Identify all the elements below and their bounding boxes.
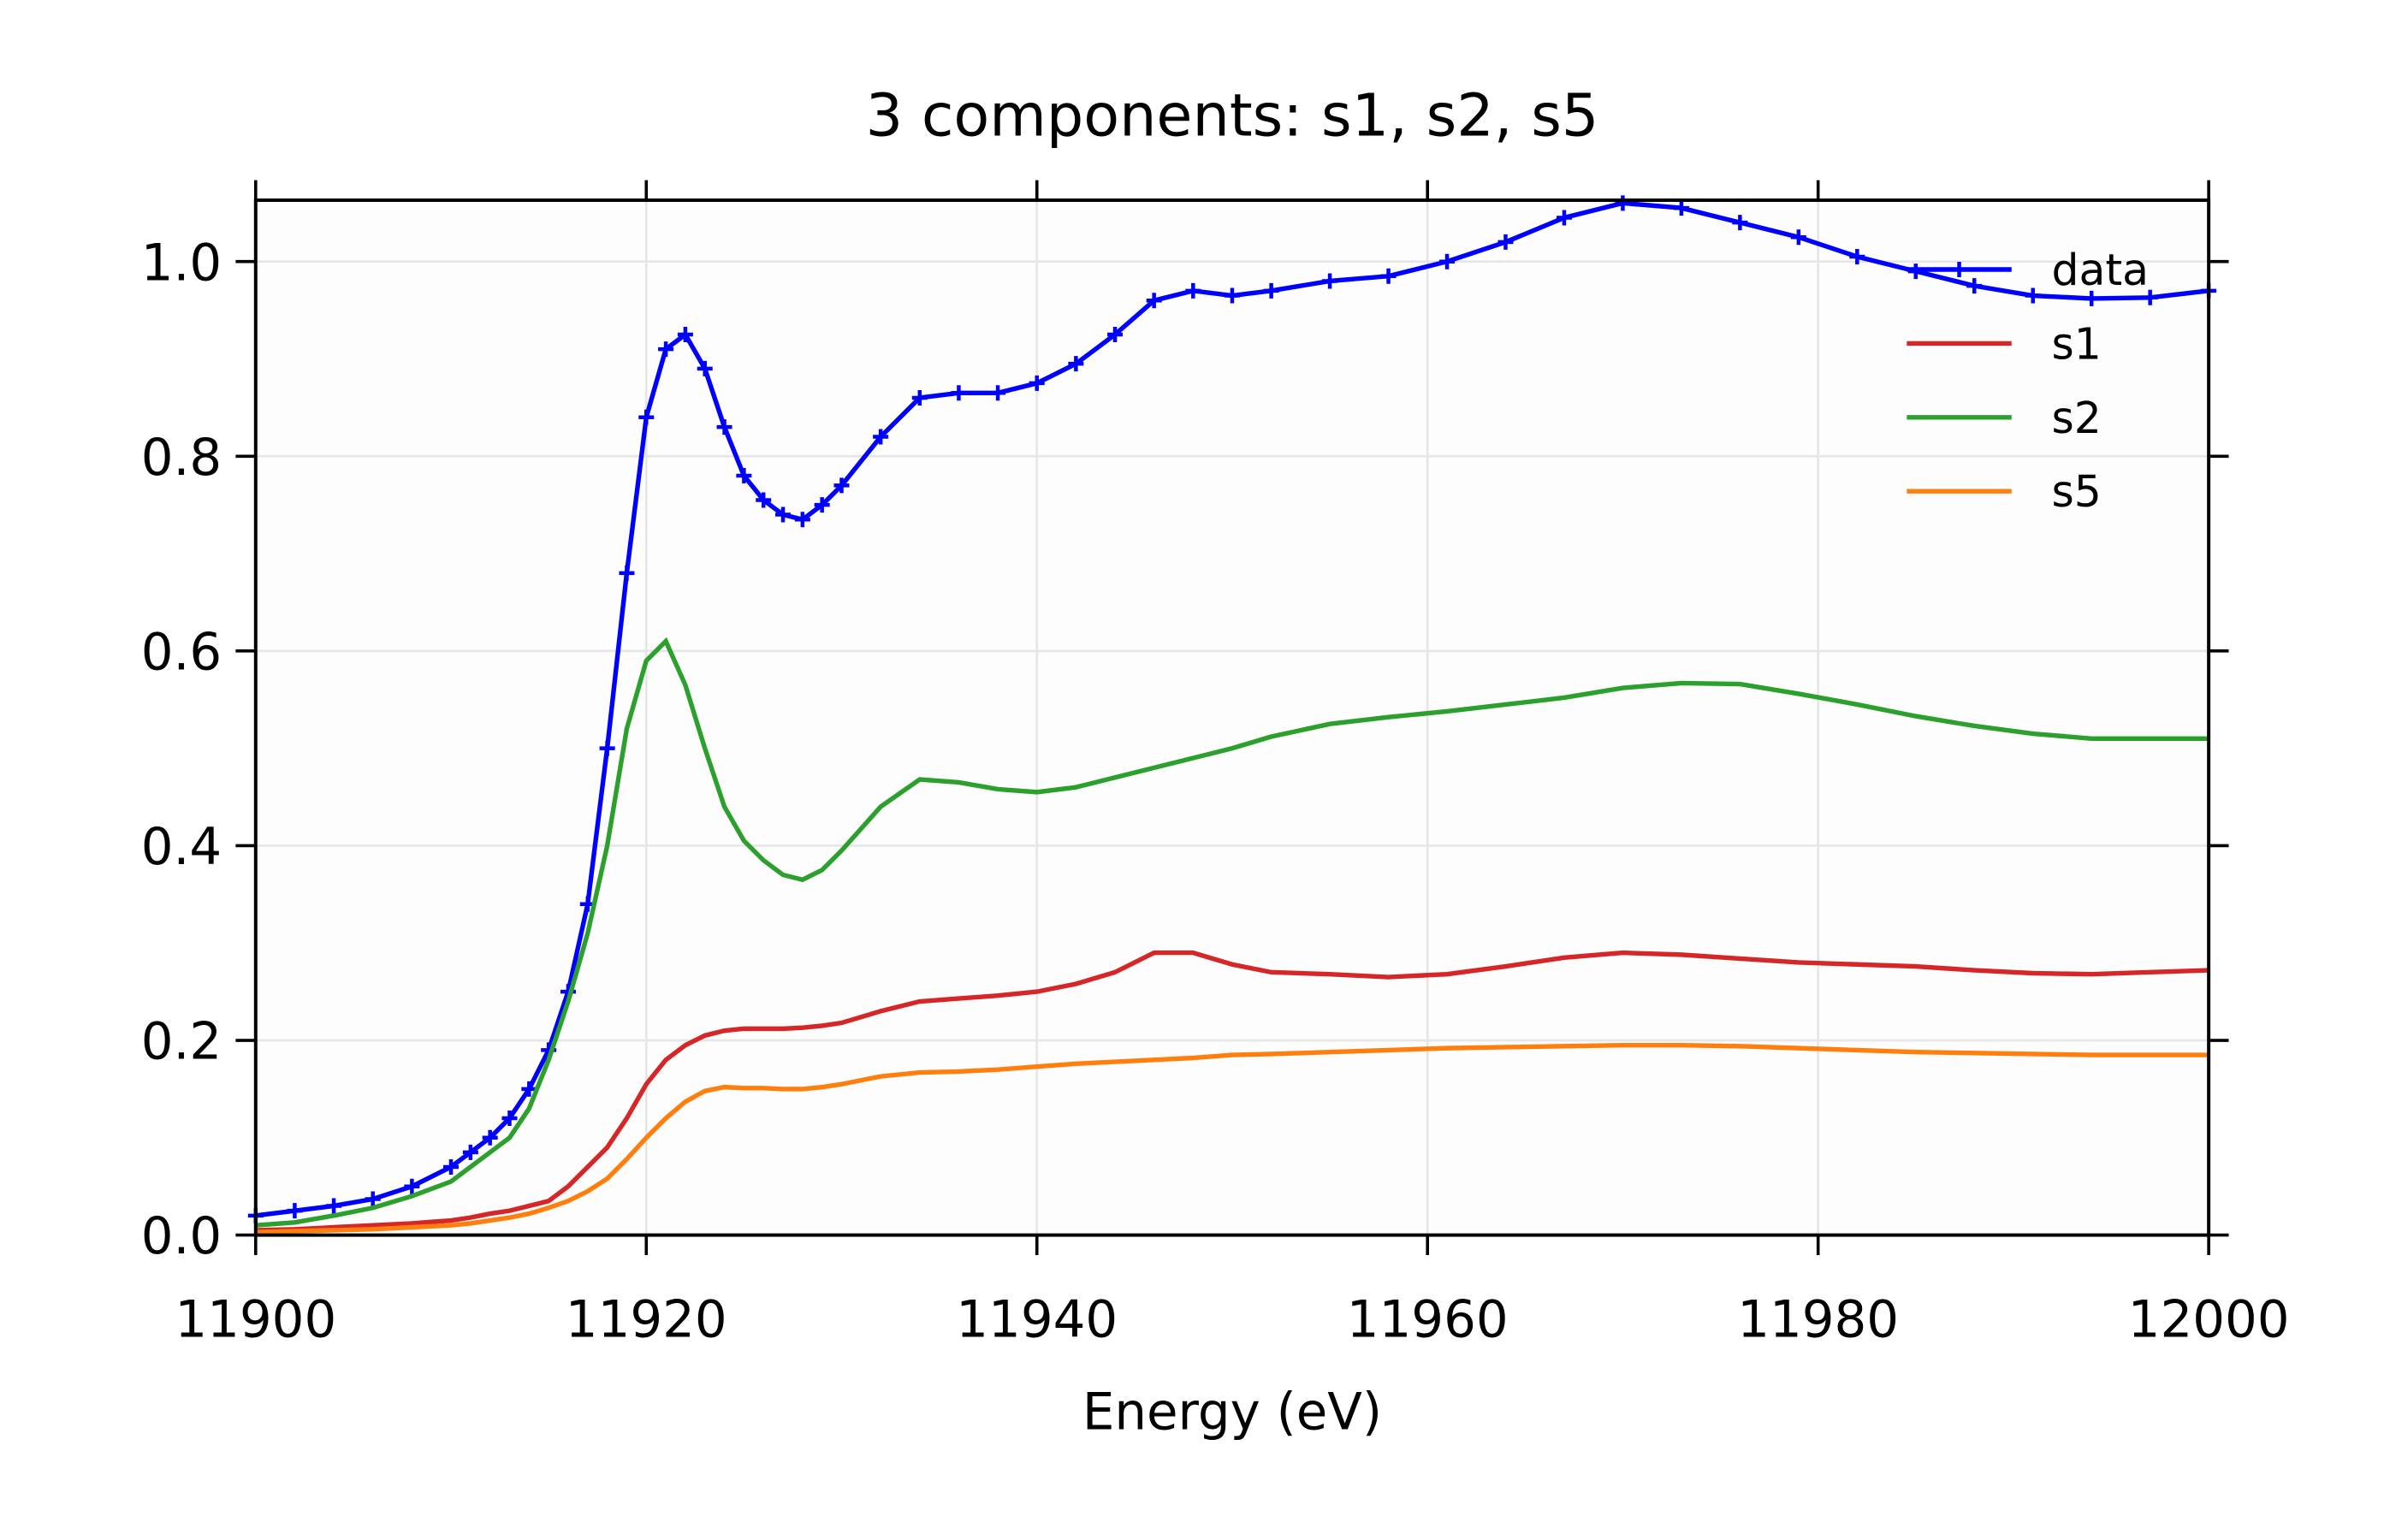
y-tick-label: 0.6 [141,623,222,682]
x-tick-label: 11980 [1737,1290,1899,1349]
data-marker [1849,248,1865,264]
data-marker [2084,290,2100,306]
data-marker [1439,253,1456,270]
x-tick-label: 11960 [1347,1290,1509,1349]
series-line [255,950,2209,1233]
data-marker [462,1144,478,1160]
data-marker [814,497,830,513]
data-marker [775,506,792,523]
data-marker [756,492,772,508]
y-tick-label: 0.8 [141,429,222,488]
data-marker [599,740,615,756]
data-marker [501,1111,518,1127]
data-marker [619,565,635,581]
data-marker [2025,287,2041,304]
data-marker [1029,375,1045,391]
y-tick-label: 0.2 [141,1013,222,1072]
data-marker [1556,210,1572,226]
legend-label: data [2052,245,2149,295]
data-marker [521,1081,537,1097]
y-tick-label: 0.0 [141,1207,222,1266]
data-marker [1107,327,1124,343]
data-marker [873,429,889,445]
data-marker [1498,234,1514,250]
legend: data s1 s2 s5 [1907,245,2149,517]
y-tick-label: 1.0 [141,234,222,293]
data-marker [677,327,693,343]
data-marker [1790,229,1806,246]
data-marker [951,385,967,401]
data-marker [287,1203,303,1219]
data-marker [1322,273,1338,289]
data-marker [1732,215,1748,231]
data-marker [833,477,850,494]
data-marker [1673,200,1689,216]
y-tick-label: 0.4 [141,818,222,877]
data-marker [482,1129,498,1146]
legend-label: s1 [2052,318,2102,369]
data-marker [1146,293,1162,309]
legend-label: s2 [2052,393,2102,443]
data-marker [1263,282,1279,299]
plot-area [255,200,2209,1235]
data-marker [443,1158,460,1175]
plot-series [247,195,2217,1235]
data-marker [404,1178,420,1194]
series-line [255,1043,2209,1235]
data-marker [658,341,674,358]
data-marker [326,1198,342,1214]
data-marker [716,419,732,435]
data-marker [1380,268,1397,284]
data-marker [1185,282,1201,299]
x-tick-label: 11920 [566,1290,727,1349]
legend-label: s5 [2052,466,2102,517]
data-marker [638,409,655,425]
data-marker [697,360,713,376]
x-axis-label: Energy (eV) [1082,1383,1382,1442]
legend-marker [1951,262,1967,277]
ticks: 11900 11920 11940 11960 11980 12000 0.0 0.2 0.4 0… [141,180,2290,1349]
series-line [255,637,2209,1228]
axes-frame [253,198,2211,1237]
data-marker [365,1191,381,1207]
data-marker [1224,287,1240,304]
data-marker [990,385,1006,401]
data-marker [1068,356,1084,372]
x-tick-label: 11940 [956,1290,1118,1349]
data-marker [1615,195,1631,211]
data-marker [911,389,928,406]
x-tick-label: 11900 [175,1290,336,1349]
data-marker [2142,289,2158,305]
data-marker [794,512,810,528]
chart-title: 3 components: s1, s2, s5 [866,82,1599,150]
x-tick-label: 12000 [2128,1290,2290,1349]
data-marker [736,468,752,484]
data-marker [1966,278,1983,294]
